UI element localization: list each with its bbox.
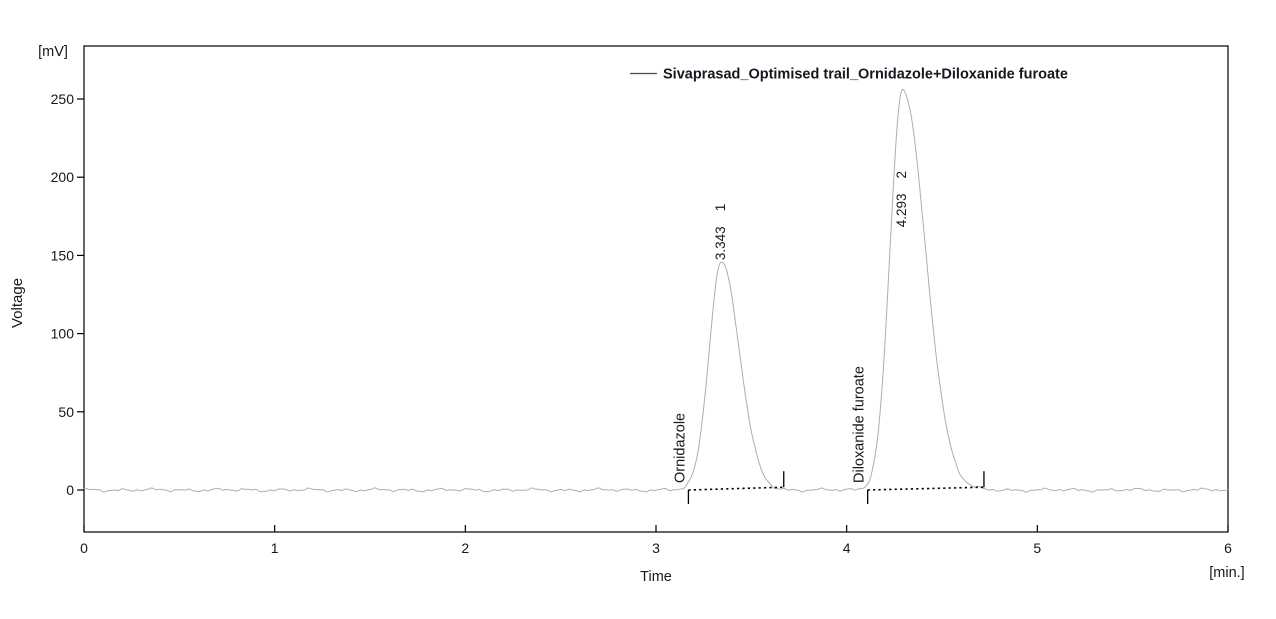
integration-marks (687, 471, 985, 504)
y-tick-label: 200 (51, 169, 75, 185)
y-tick-label: 100 (51, 326, 75, 342)
x-axis-title: Time (640, 569, 672, 585)
x-tick-label: 3 (652, 540, 660, 556)
chromatogram-trace (83, 88, 1229, 493)
x-tick-label: 2 (461, 540, 469, 556)
signal-trace (83, 88, 1229, 493)
axis-ticks: 0 50 100 150 200 250 0 1 2 3 4 5 6 (51, 91, 1232, 556)
y-axis-title: Voltage (9, 278, 26, 328)
compound-label-ornidazole: Ornidazole (672, 413, 688, 483)
integration-baseline-peak-1 (688, 486, 784, 491)
y-tick-label: 0 (66, 482, 74, 498)
y-tick-label: 50 (58, 404, 74, 420)
x-tick-label: 5 (1033, 540, 1041, 556)
retention-time-label-peak-1: 3.343 1 (713, 204, 728, 260)
x-tick-label: 4 (843, 540, 851, 556)
x-tick-label: 6 (1224, 540, 1232, 556)
y-axis-unit: [mV] (38, 44, 68, 60)
legend: Sivaprasad_Optimised trail_Ornidazole+Di… (630, 67, 1068, 83)
integration-baseline-peak-2 (867, 486, 984, 491)
peak-annotations: 3.343 1 Ornidazole 4.293 2 Diloxanide furoa… (672, 171, 909, 483)
plot-border (83, 45, 1229, 533)
x-axis-unit: [min.] (1209, 565, 1244, 581)
x-tick-label: 1 (271, 540, 279, 556)
y-tick-label: 250 (51, 91, 75, 107)
y-tick-label: 150 (51, 247, 75, 263)
legend-label: Sivaprasad_Optimised trail_Ornidazole+Di… (663, 67, 1068, 83)
compound-label-diloxanide-furoate: Diloxanide furoate (852, 366, 868, 483)
x-tick-label: 0 (80, 540, 88, 556)
retention-time-label-peak-2: 4.293 2 (894, 171, 909, 227)
